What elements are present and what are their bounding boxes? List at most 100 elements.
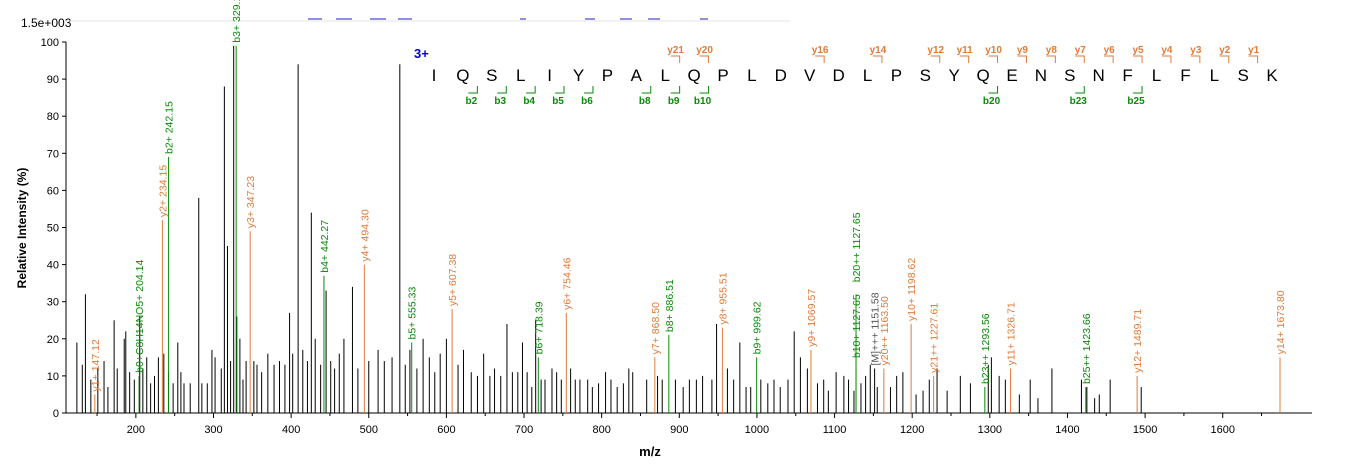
b-ion-label: b10	[694, 96, 712, 107]
b-ion-label: b8	[639, 96, 651, 107]
x-tick-label: 200	[127, 424, 145, 436]
peak-label: b5+ 555.33	[407, 287, 419, 340]
b-ion-label: b9	[668, 96, 680, 107]
y-ion-bracket	[670, 55, 681, 63]
b-ion-label: b25	[1127, 96, 1145, 107]
y-tick-label: 90	[47, 74, 59, 86]
sequence-residue: P	[602, 66, 613, 85]
b-ion-bracket	[1133, 86, 1143, 94]
peak-label: y8+ 955.51	[717, 272, 729, 324]
x-tick-label: 400	[282, 424, 300, 436]
y-ion-bracket	[815, 55, 825, 63]
peak-label: y2+ 234.15	[157, 165, 169, 217]
sequence-residue: S	[1064, 66, 1075, 85]
sequence-residue: L	[863, 66, 872, 85]
sequence-residue: L	[747, 66, 756, 85]
y-ion-bracket	[1017, 55, 1027, 63]
b-ion-label: b23	[1070, 96, 1088, 107]
peak-label: y21++ 1227.61	[929, 303, 941, 373]
x-tick-label: 1600	[1210, 424, 1234, 436]
y-ion-label: y12	[927, 45, 944, 56]
b-ion-bracket	[526, 86, 536, 94]
peak-label: b10+ 1127.65	[851, 294, 863, 358]
y-ion-bracket	[959, 55, 970, 63]
x-tick-label: 1300	[978, 424, 1002, 436]
sequence-residue: Y	[573, 66, 584, 85]
sequence-residue: S	[920, 66, 931, 85]
y-tick-label: 40	[47, 260, 59, 272]
y-ion-bracket	[1190, 55, 1201, 63]
y-ion-bracket	[1046, 55, 1056, 63]
peak-label: b9+ 999.62	[752, 301, 764, 354]
peak-bars	[76, 45, 1281, 413]
x-tick-label: 1200	[900, 424, 924, 436]
peak-label: y20++ 1163.50	[879, 296, 891, 365]
x-tick-label: 300	[204, 424, 222, 436]
sequence-residue: D	[775, 66, 787, 85]
b-ion-label: b5	[552, 96, 564, 107]
peak-label: b8+ 886.51	[664, 279, 676, 332]
y-tick-label: 70	[47, 148, 59, 160]
peak-label: b23++ 1293.56	[980, 313, 992, 384]
y-ion-label: y8	[1046, 45, 1058, 56]
peak-label: y4+ 494.30	[359, 209, 371, 261]
sequence-residue: N	[1035, 66, 1047, 85]
y-ion-bracket	[1248, 55, 1259, 63]
y-ion-bracket	[988, 55, 999, 63]
b-ion-label: b6	[581, 96, 593, 107]
b-ion-bracket	[988, 86, 999, 94]
y-ion-bracket	[1219, 55, 1230, 63]
peak-label: y6+ 754.46	[561, 257, 573, 309]
x-tick-label: 700	[515, 424, 533, 436]
y-ion-label: y10	[985, 45, 1002, 56]
sequence-residue: P	[717, 66, 728, 85]
sequence-residue: Y	[949, 66, 960, 85]
sequence-residue: L	[1152, 66, 1161, 85]
y-ion-label: y3	[1190, 45, 1202, 56]
peak-label: y14+ 1673.80	[1275, 290, 1287, 354]
b-ion-label: b4	[523, 96, 535, 107]
sequence-residue: N	[1093, 66, 1105, 85]
y-ion-label: y9	[1017, 45, 1029, 56]
y-ion-label: y20	[696, 45, 713, 56]
peak-label: b6+ 718.39	[533, 301, 545, 354]
b-ion-bracket	[641, 86, 652, 94]
sequence-residue: L	[516, 66, 525, 85]
intensity-scale-label: 1.5e+003	[21, 16, 72, 30]
y-tick-label: 100	[41, 37, 59, 49]
y-ion-label: y11	[957, 45, 974, 56]
b-ion-bracket	[583, 86, 594, 94]
peak-label: y3+ 347.23	[245, 176, 257, 228]
sequence-residue: S	[1238, 66, 1249, 85]
sequence-residue: F	[1180, 66, 1190, 85]
y-ion-bracket	[1161, 55, 1172, 63]
b-ion-bracket	[699, 86, 710, 94]
x-axis-label: m/z	[639, 444, 661, 459]
x-tick-label: 1400	[1055, 424, 1079, 436]
y-ion-label: y16	[812, 45, 829, 56]
sequence-residue: A	[631, 66, 643, 85]
y-tick-label: 0	[53, 408, 59, 420]
peak-label: y7+ 868.50	[650, 302, 662, 354]
x-tick-label: 900	[670, 424, 688, 436]
y-ion-label: y21	[667, 45, 684, 56]
sequence-residue: K	[1266, 66, 1278, 85]
peak-label: b20++ 1127.65	[851, 212, 863, 282]
peak-label: y12+ 1489.71	[1132, 309, 1144, 373]
y-ion-label: y5	[1132, 45, 1144, 56]
header-decoration	[66, 18, 790, 22]
y-ion-bracket	[1104, 55, 1114, 63]
y-ion-bracket	[872, 55, 883, 63]
b-ion-label: b3	[494, 96, 506, 107]
sequence-residue: E	[1006, 66, 1017, 85]
y-ion-label: y2	[1219, 45, 1231, 56]
peak-label: b4+ 442.27	[319, 220, 331, 273]
sequence-residue: L	[1210, 66, 1219, 85]
y-axis-label: Relative Intensity (%)	[15, 168, 29, 289]
sequence-residue: I	[547, 66, 552, 85]
b-ion-bracket	[468, 86, 478, 94]
x-tick-label: 600	[437, 424, 455, 436]
peak-label: y9+ 1069.57	[806, 289, 818, 347]
